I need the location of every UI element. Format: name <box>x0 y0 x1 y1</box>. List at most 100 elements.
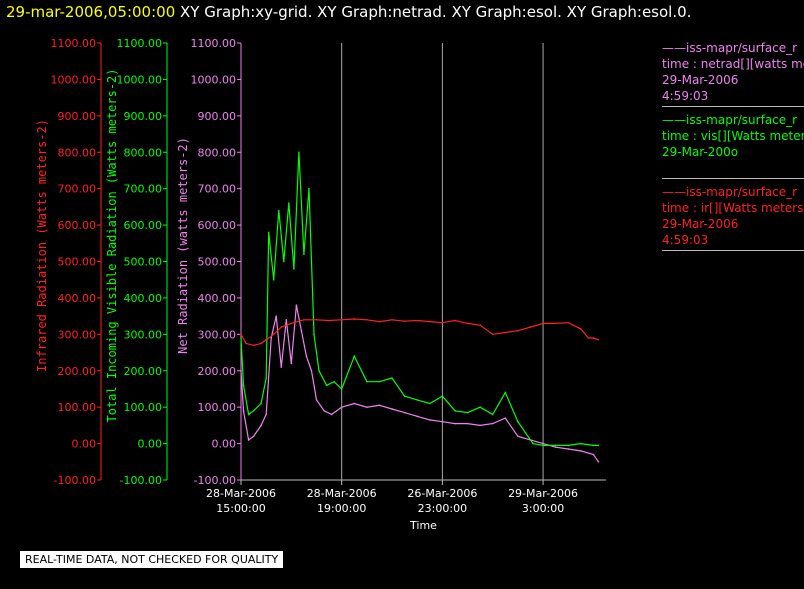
data-point-netrad <box>242 410 245 412</box>
legend-series-name: ——iss-mapr/surface_r <box>662 41 798 55</box>
y-tick-label: 500.00 <box>124 256 163 269</box>
data-point-vis <box>282 260 285 263</box>
data-point-ir <box>517 329 519 332</box>
data-point-netrad <box>265 413 267 416</box>
data-point-ir <box>587 337 590 339</box>
data-point-vis <box>391 377 393 379</box>
x-tick-label-time: 15:00:00 <box>216 502 265 515</box>
data-point-netrad <box>441 420 444 423</box>
data-point-ir <box>428 320 431 323</box>
data-point-vis <box>517 420 519 423</box>
y-tick-label: 700.00 <box>198 183 237 196</box>
data-point-netrad <box>479 424 481 427</box>
quality-disclaimer: REAL-TIME DATA, NOT CHECKED FOR QUALITY <box>20 551 284 568</box>
x-tick-label-time: 19:00:00 <box>317 502 366 515</box>
legend-entry-ir[interactable]: ——iss-mapr/surface_r time : ir[][Watts m… <box>662 184 804 251</box>
y-tick-label: 600.00 <box>124 219 163 232</box>
data-point-ir <box>353 318 356 320</box>
data-point-netrad <box>252 435 255 438</box>
legend-entry-vis[interactable]: ——iss-mapr/surface_r time : vis[][Watts … <box>662 112 804 179</box>
data-point-vis <box>366 380 368 383</box>
data-point-vis <box>479 406 481 408</box>
data-point-netrad <box>305 355 308 357</box>
data-point-netrad <box>353 402 356 405</box>
data-point-ir <box>592 337 595 339</box>
data-point-ir <box>567 321 570 324</box>
data-point-vis <box>318 369 320 372</box>
data-point-netrad <box>466 422 469 425</box>
data-point-ir <box>529 326 532 328</box>
y-tick-label: 300.00 <box>58 328 97 341</box>
data-point-vis <box>267 231 270 234</box>
data-point-vis <box>242 384 245 387</box>
y-tick-label: 100.00 <box>58 401 97 414</box>
data-point-ir <box>391 318 393 321</box>
data-point-netrad <box>270 337 273 339</box>
data-point-netrad <box>285 318 288 321</box>
data-point-vis <box>554 444 557 447</box>
data-point-netrad <box>290 362 293 365</box>
data-point-netrad <box>366 406 368 408</box>
data-point-netrad <box>275 315 278 317</box>
x-tick-label-date: 29-Mar-2006 <box>508 487 578 500</box>
data-point-vis <box>542 444 544 447</box>
legend-series-time: 4:59:03 <box>662 233 709 247</box>
legend-entry-netrad[interactable]: ——iss-mapr/surface_r time : netrad[][wat… <box>662 40 804 107</box>
y-axis-label: Infrared Radiation (Watts meters-2) <box>35 119 49 372</box>
data-point-netrad <box>567 448 570 450</box>
y-tick-label: 1100.00 <box>191 37 237 50</box>
y-tick-label: 800.00 <box>58 146 97 159</box>
data-point-vis <box>247 413 250 416</box>
data-point-netrad <box>416 415 419 418</box>
legend-series-time: 4:59:03 <box>662 89 709 103</box>
data-point-vis <box>277 209 280 212</box>
data-point-vis <box>298 151 300 154</box>
data-point-ir <box>315 318 318 321</box>
data-point-netrad <box>340 406 343 408</box>
y-tick-label: 400.00 <box>198 292 237 305</box>
data-point-ir <box>252 344 255 347</box>
x-tick-label-time: 3:00:00 <box>522 502 564 515</box>
data-point-ir <box>378 320 381 323</box>
graph-title-netrad: XY Graph:netrad. <box>317 3 447 21</box>
data-point-vis <box>260 402 262 405</box>
y-axis-label: Net Radiation (watts meters-2) <box>176 137 190 354</box>
y-tick-label: -100.00 <box>120 474 162 487</box>
data-point-netrad <box>247 439 250 441</box>
data-point-ir <box>466 322 469 325</box>
y-tick-label: 900.00 <box>58 110 97 123</box>
data-point-vis <box>532 442 534 445</box>
data-point-ir <box>280 326 283 328</box>
y-tick-label: 1000.00 <box>191 73 237 86</box>
x-tick-label-date: 26-Mar-2006 <box>407 487 477 500</box>
data-point-ir <box>366 318 368 321</box>
data-point-vis <box>441 395 444 398</box>
legend-series-name: ——iss-mapr/surface_r <box>662 185 798 199</box>
data-point-ir <box>303 318 305 321</box>
data-point-ir <box>479 324 481 327</box>
data-point-vis <box>303 253 305 256</box>
y-tick-label: 200.00 <box>198 365 237 378</box>
y-tick-label: 0.00 <box>138 438 163 451</box>
data-point-vis <box>240 337 242 339</box>
data-point-netrad <box>504 417 507 419</box>
y-tick-label: 900.00 <box>198 110 237 123</box>
series-line-vis <box>240 152 599 446</box>
data-point-ir <box>454 319 456 322</box>
legend-series-date: 29-Mar-2006 <box>662 73 739 87</box>
data-point-vis <box>325 384 328 387</box>
data-point-vis <box>504 391 507 394</box>
legend-series-time <box>662 160 804 176</box>
legend-series-desc: time : vis[][Watts meters <box>662 129 804 143</box>
data-point-netrad <box>323 410 325 412</box>
y-tick-label: 1000.00 <box>117 73 163 86</box>
data-point-ir <box>416 319 419 322</box>
data-point-netrad <box>391 408 393 410</box>
data-point-vis <box>333 380 335 383</box>
data-point-ir <box>265 338 267 341</box>
y-tick-label: 1100.00 <box>51 37 97 50</box>
data-point-netrad <box>491 422 494 425</box>
y-tick-label: 200.00 <box>124 365 163 378</box>
y-tick-label: 400.00 <box>58 292 97 305</box>
